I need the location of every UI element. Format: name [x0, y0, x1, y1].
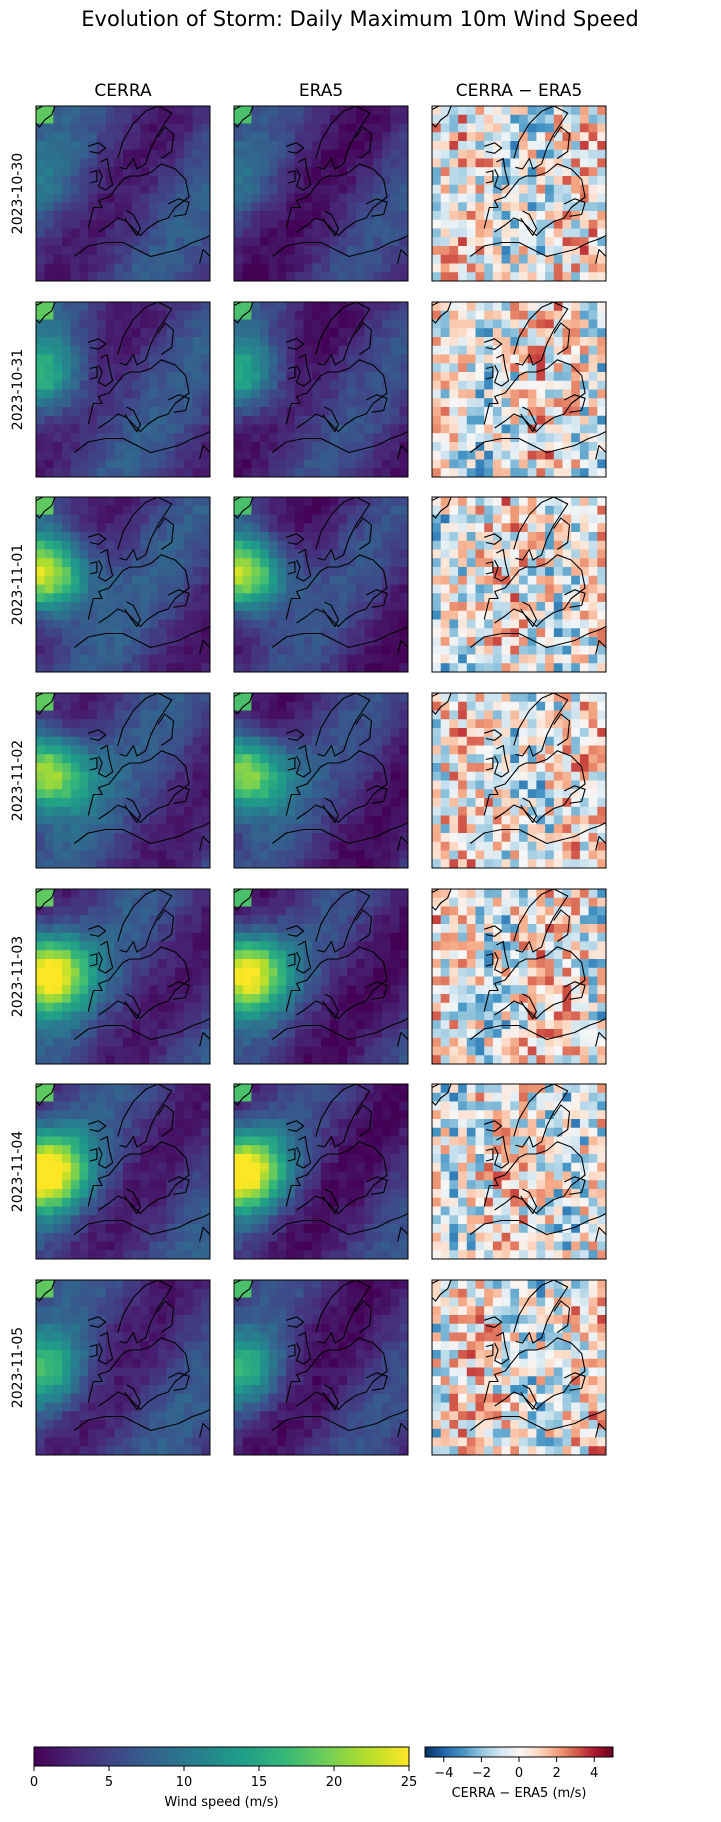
row-label: 2023-10-30 [10, 153, 26, 234]
difference-map-panel [431, 105, 607, 282]
column-header: CERRA − ERA5 [456, 81, 583, 101]
wind-map-panel [233, 1279, 409, 1456]
row-label: 2023-10-31 [10, 349, 26, 430]
wind-speed-colorbar: 0 5 10 15 20 25 Wind speed (m/s) [30, 1746, 418, 1810]
wind-map-panel [35, 301, 211, 478]
colorbar-gradient [33, 1746, 410, 1767]
difference-map-panel [431, 888, 607, 1065]
colorbar-tick-label: 0 [515, 1766, 523, 1781]
colorbar-label: CERRA − ERA5 (m/s) [452, 1786, 587, 1801]
colorbar-label: Wind speed (m/s) [164, 1795, 278, 1810]
wind-map-panel [233, 692, 409, 869]
row-labels: 2023-10-30 2023-10-31 2023-11-01 2023-11-02… [10, 153, 26, 1408]
column-header: CERRA [94, 81, 152, 101]
wind-map-panel [35, 692, 211, 869]
colorbar-tick-label: −2 [472, 1766, 491, 1781]
wind-map-panel [35, 1279, 211, 1456]
colorbar-tick-label: 0 [30, 1775, 38, 1790]
difference-map-panel [431, 1083, 607, 1260]
wind-map-panel [233, 1083, 409, 1260]
colorbar-tick-label: −4 [434, 1766, 453, 1781]
column-headers: CERRA ERA5 CERRA − ERA5 [94, 81, 582, 101]
figure-title: Evolution of Storm: Daily Maximum 10m Wi… [81, 7, 638, 31]
wind-map-panel [233, 105, 409, 282]
wind-map-panel [233, 888, 409, 1065]
wind-map-panel [35, 888, 211, 1065]
colorbar-gradient [424, 1746, 614, 1758]
wind-map-panel [35, 1083, 211, 1260]
colorbar-tick-label: 25 [401, 1775, 418, 1790]
row-label: 2023-11-05 [10, 1327, 26, 1408]
difference-map-panel [431, 1279, 607, 1456]
row-label: 2023-11-03 [10, 936, 26, 1017]
row-label: 2023-11-02 [10, 740, 26, 821]
colorbar-tick-label: 4 [590, 1766, 598, 1781]
map-panels [35, 105, 607, 1456]
colorbar-tick-label: 15 [251, 1775, 268, 1790]
colorbar-tick-label: 5 [105, 1775, 113, 1790]
row-label: 2023-11-01 [10, 544, 26, 625]
colorbar-tick-label: 10 [176, 1775, 193, 1790]
wind-map-panel [35, 105, 211, 282]
column-header: ERA5 [299, 81, 343, 101]
colorbar-tick-label: 20 [326, 1775, 343, 1790]
difference-map-panel [431, 496, 607, 673]
wind-map-panel [233, 496, 409, 673]
wind-map-panel [233, 301, 409, 478]
colorbar-tick-label: 2 [552, 1766, 560, 1781]
difference-map-panel [431, 692, 607, 869]
wind-map-panel [35, 496, 211, 673]
difference-map-panel [431, 301, 607, 478]
row-label: 2023-11-04 [10, 1131, 26, 1212]
